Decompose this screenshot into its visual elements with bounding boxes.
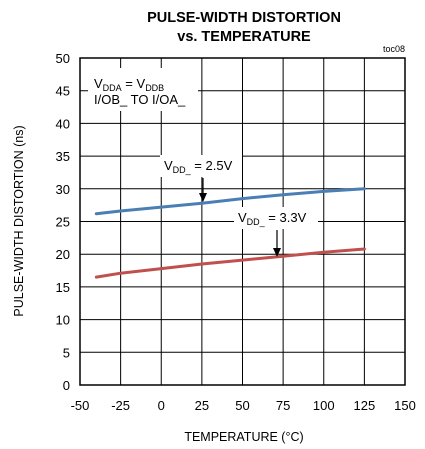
y-tick-label: 25 — [56, 215, 70, 230]
series-lines — [94, 187, 366, 279]
y-axis-label: PULSE-WIDTH DISTORTION (ns) — [12, 125, 26, 316]
y-tick-label: 45 — [56, 84, 70, 99]
x-tick-label: -50 — [71, 398, 90, 413]
series-line-2 — [94, 247, 366, 279]
y-tick-label: 5 — [63, 345, 70, 360]
y-tick-label: 40 — [56, 116, 70, 131]
x-tick-label: 50 — [235, 398, 249, 413]
y-tick-label: 20 — [56, 247, 70, 262]
plot-frame — [79, 57, 406, 386]
figure-id: toc08 — [383, 44, 405, 54]
x-tick-label: 150 — [394, 398, 416, 413]
series-line-1 — [94, 187, 366, 216]
y-tick-label: 0 — [63, 378, 70, 393]
series1-arrow-head — [199, 193, 207, 202]
condition-box — [88, 68, 198, 111]
series2-label: VDD_ = 3.3V — [238, 210, 307, 227]
x-tick-label: 25 — [195, 398, 209, 413]
y-tick-label: 30 — [56, 182, 70, 197]
x-tick-label: 125 — [354, 398, 376, 413]
series2-arrow-head — [273, 248, 281, 257]
x-tick-label: 100 — [313, 398, 335, 413]
condition-line2: I/OB_ TO I/OA_ — [94, 92, 186, 107]
x-axis-label: TEMPERATURE (°C) — [184, 430, 303, 444]
y-tick-label: 10 — [56, 313, 70, 328]
y-tick-label: 15 — [56, 280, 70, 295]
y-tick-label: 35 — [56, 149, 70, 164]
tick-labels: -50 -25 0 25 50 75 100 125 150 0 5 10 15 20 25 30 35 40 45… — [56, 51, 416, 413]
series1-label-bg — [160, 155, 242, 177]
x-tick-label: 75 — [276, 398, 290, 413]
chart-title-line2: vs. TEMPERATURE — [177, 29, 311, 45]
x-tick-label: 0 — [158, 398, 165, 413]
x-tick-label: -25 — [111, 398, 130, 413]
y-tick-label: 50 — [56, 51, 70, 66]
series2-label-bg — [234, 207, 318, 229]
series1-label: VDD_ = 2.5V — [164, 158, 233, 175]
chart-title-line1: PULSE-WIDTH DISTORTION — [147, 10, 341, 26]
condition-line1: VDDA = VDDB — [94, 76, 164, 93]
